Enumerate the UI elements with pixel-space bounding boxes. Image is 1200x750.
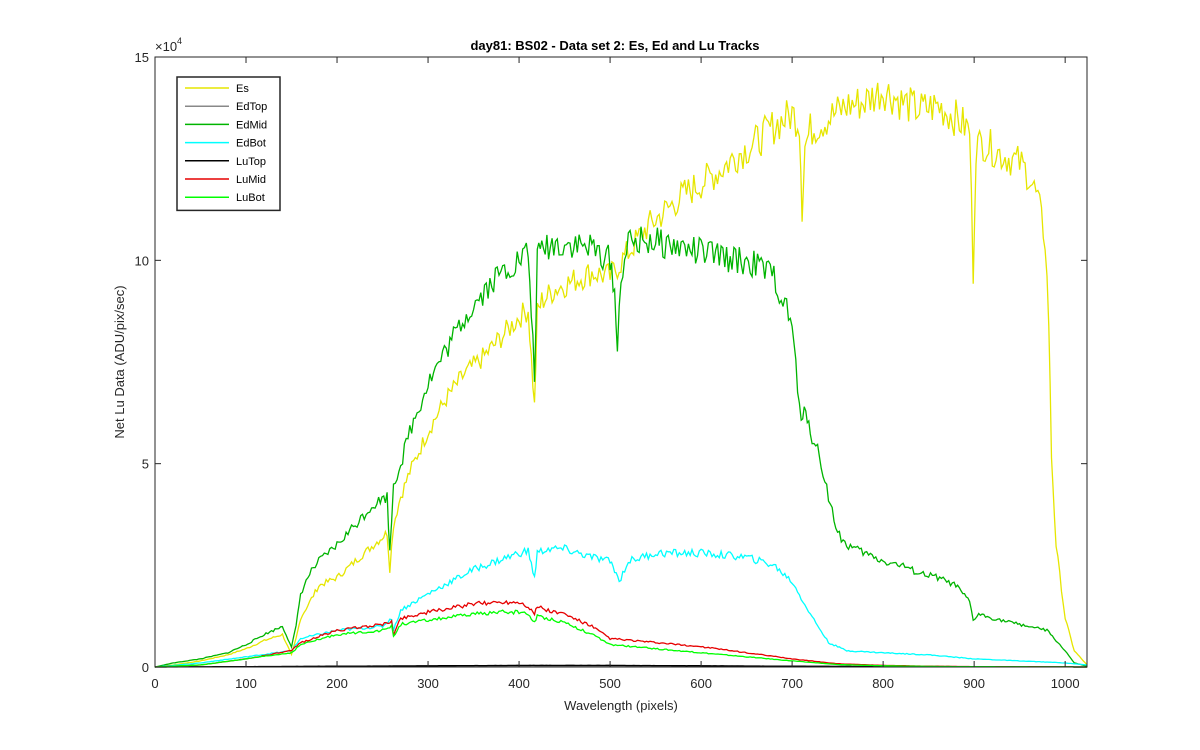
y-tick-label: 10 bbox=[135, 253, 149, 268]
legend: Es EdTop EdMid EdBot LuTop LuMid LuBot bbox=[176, 76, 281, 212]
y-tick-label: 0 bbox=[142, 660, 149, 675]
x-tick-label: 300 bbox=[417, 676, 439, 691]
legend-box bbox=[176, 76, 281, 212]
x-tick-label: 500 bbox=[599, 676, 621, 691]
series-line-lubot bbox=[154, 609, 1087, 668]
x-tick-label: 400 bbox=[508, 676, 530, 691]
x-axis-label: Wavelength (pixels) bbox=[564, 698, 678, 713]
x-tick-label: 800 bbox=[872, 676, 894, 691]
y-axis-label: Net Lu Data (ADU/pix/sec) bbox=[112, 285, 127, 438]
x-tick-label: 900 bbox=[963, 676, 985, 691]
legend-label-edbot: EdBot bbox=[236, 138, 266, 150]
x-tick-label: 200 bbox=[326, 676, 348, 691]
x-tick-label: 0 bbox=[151, 676, 158, 691]
plot-area: 0 100 200 300 400 500 600 700 800 900 1000 0 5 10 15 bbox=[135, 50, 1088, 691]
legend-label-lumid: LuMid bbox=[236, 174, 266, 186]
y-multiplier-base: ×10 bbox=[155, 39, 177, 54]
y-multiplier-exponent: 4 bbox=[177, 36, 182, 46]
x-tick-label: 600 bbox=[690, 676, 712, 691]
axes-box bbox=[154, 56, 1088, 668]
legend-label-lubot: LuBot bbox=[236, 192, 265, 204]
y-tick-label: 5 bbox=[142, 457, 149, 472]
series-line-edbot bbox=[154, 544, 1088, 668]
legend-label-edtop: EdTop bbox=[236, 101, 267, 113]
x-tick-label: 100 bbox=[235, 676, 257, 691]
x-tick-label: 1000 bbox=[1051, 676, 1080, 691]
series-line-edmid bbox=[154, 226, 1088, 668]
series-line-es bbox=[154, 82, 1088, 668]
legend-label-edmid: EdMid bbox=[236, 119, 267, 131]
legend-label-lutop: LuTop bbox=[236, 156, 266, 168]
chart-title: day81: BS02 - Data set 2: Es, Ed and Lu … bbox=[470, 38, 759, 53]
y-tick-label: 15 bbox=[135, 50, 149, 65]
x-tick-label: 700 bbox=[781, 676, 803, 691]
legend-label-es: Es bbox=[236, 83, 249, 95]
